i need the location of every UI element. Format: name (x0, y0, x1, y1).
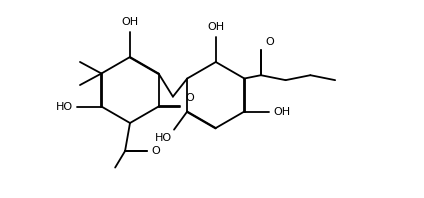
Text: O: O (185, 92, 194, 103)
Text: OH: OH (207, 22, 224, 32)
Text: O: O (151, 146, 160, 156)
Text: O: O (265, 37, 273, 48)
Text: HO: HO (56, 102, 73, 111)
Text: OH: OH (273, 107, 290, 116)
Text: HO: HO (155, 133, 172, 143)
Text: OH: OH (121, 17, 139, 27)
